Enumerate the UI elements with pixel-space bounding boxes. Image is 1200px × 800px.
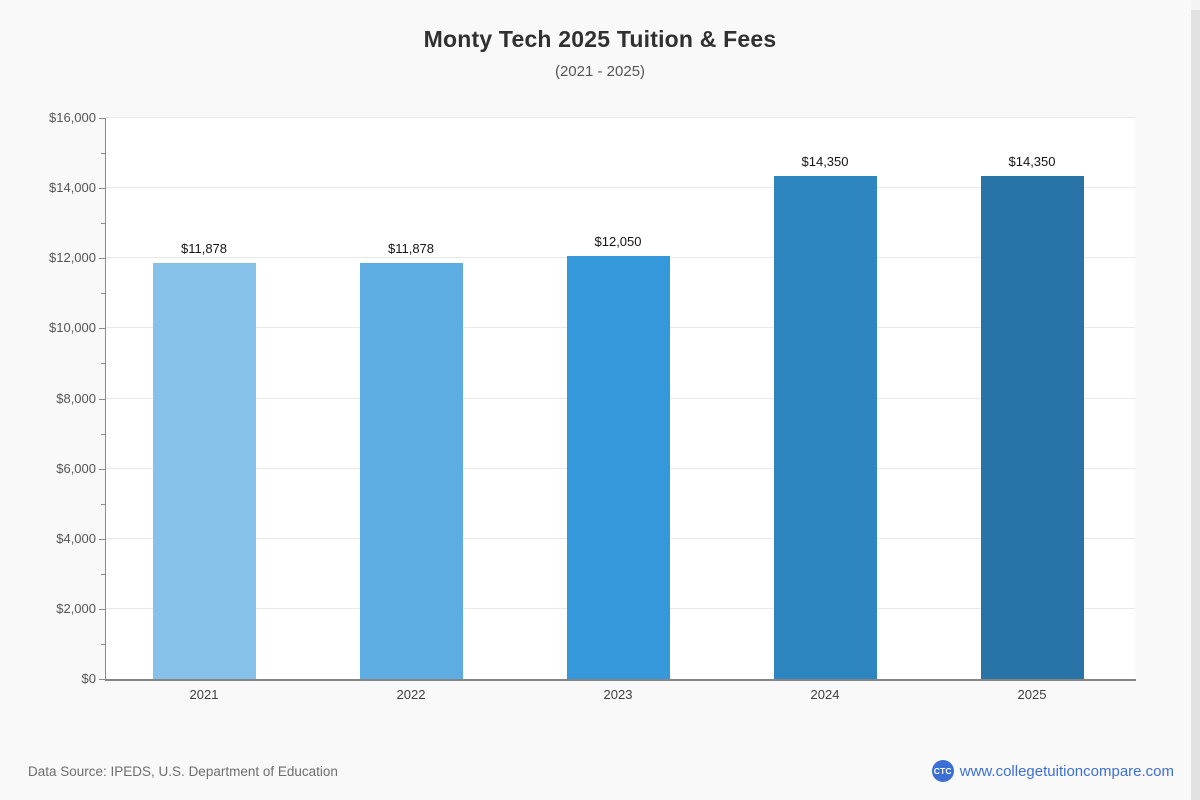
y-axis-tick — [99, 469, 105, 470]
y-axis-tick-label: $12,000 — [49, 250, 96, 265]
chart-subtitle: (2021 - 2025) — [554, 63, 646, 80]
x-axis-label: 2022 — [396, 687, 426, 702]
brand-url[interactable]: www.collegetuitioncompare.com — [959, 762, 1174, 780]
scrollbar-thumb[interactable] — [1191, 10, 1200, 800]
bar-2023[interactable] — [566, 256, 670, 679]
y-axis-minor-tick — [101, 153, 105, 154]
bar-value-label: $14,350 — [1008, 154, 1056, 169]
scrollbar-track[interactable] — [1191, 0, 1200, 800]
bar-value-label: $11,878 — [180, 241, 228, 256]
ctc-logo-icon[interactable]: CTC — [931, 760, 954, 782]
y-axis-minor-tick — [101, 363, 105, 364]
y-axis-minor-tick — [101, 293, 105, 294]
bar-2022[interactable] — [359, 263, 463, 679]
x-axis-line — [105, 679, 1136, 681]
y-axis-line — [105, 118, 106, 679]
bar-value-label: $14,350 — [801, 154, 849, 169]
y-axis-minor-tick — [101, 504, 105, 505]
y-axis-minor-tick — [101, 434, 105, 435]
y-axis-tick-label: $8,000 — [56, 391, 96, 406]
x-axis-label: 2024 — [810, 687, 840, 702]
y-axis-minor-tick — [101, 223, 105, 224]
x-axis-label: 2023 — [603, 687, 633, 702]
chart-title: Monty Tech 2025 Tuition & Fees — [423, 26, 777, 52]
gridline — [105, 187, 1135, 188]
y-axis-tick — [99, 679, 105, 680]
y-axis-minor-tick — [101, 574, 105, 575]
y-axis-tick — [99, 609, 105, 610]
data-source-note: Data Source: IPEDS, U.S. Department of E… — [28, 764, 338, 779]
x-axis-label: 2021 — [189, 687, 219, 702]
bar-value-label: $11,878 — [387, 241, 435, 256]
y-axis-tick — [99, 258, 105, 259]
bar-2021[interactable] — [152, 263, 256, 679]
y-axis-tick-label: $2,000 — [56, 601, 96, 616]
y-axis-tick — [99, 399, 105, 400]
y-axis-tick — [99, 328, 105, 329]
y-axis-tick-label: $16,000 — [49, 110, 96, 125]
bar-2024[interactable] — [773, 176, 877, 679]
gridline — [105, 117, 1135, 118]
y-axis-minor-tick — [101, 644, 105, 645]
y-axis-tick-label: $10,000 — [49, 320, 96, 335]
y-axis-tick — [99, 118, 105, 119]
y-axis-tick-label: $4,000 — [56, 531, 96, 546]
y-axis-tick-label: $6,000 — [56, 461, 96, 476]
y-axis-tick-label: $0 — [81, 671, 96, 686]
y-axis-tick — [99, 539, 105, 540]
bar-2025[interactable] — [980, 176, 1084, 679]
x-axis-label: 2025 — [1017, 687, 1047, 702]
brand-link[interactable]: CTC www.collegetuitioncompare.com — [931, 760, 1174, 782]
y-axis-tick-label: $14,000 — [49, 180, 96, 195]
y-axis-tick — [99, 188, 105, 189]
bar-value-label: $12,050 — [594, 234, 642, 249]
